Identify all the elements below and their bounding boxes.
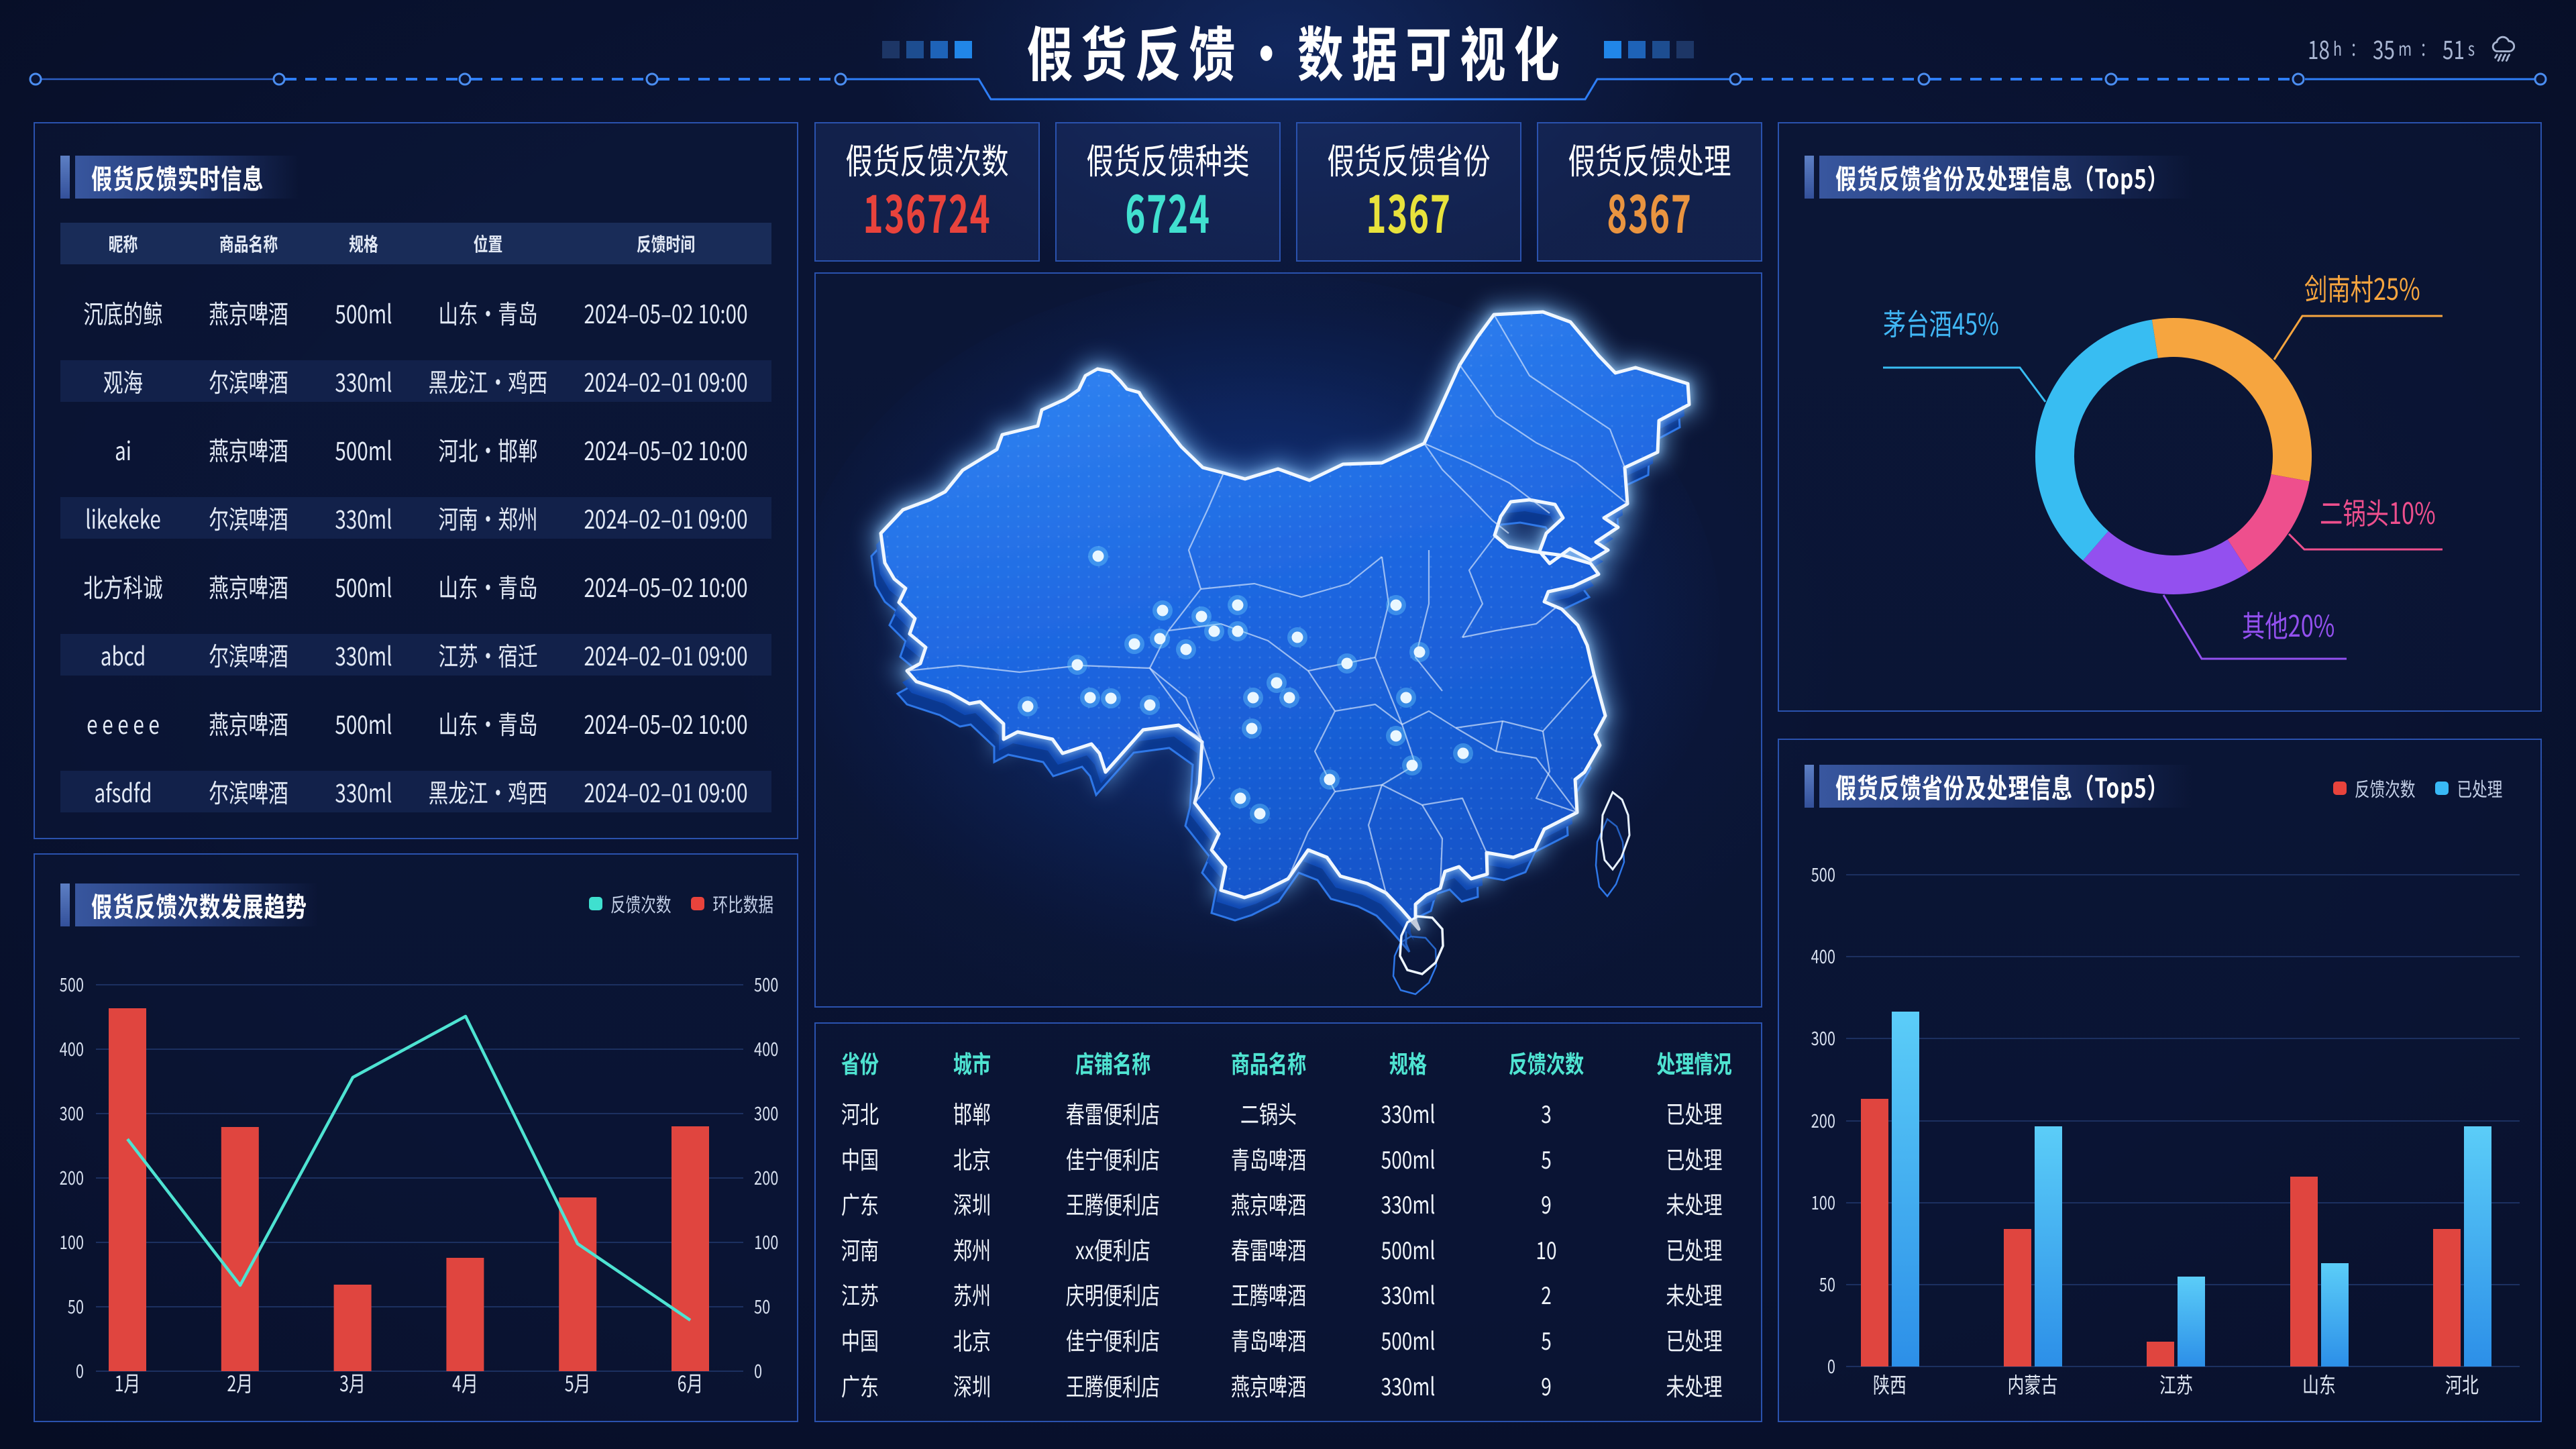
svg-text:内蒙古: 内蒙古 <box>2008 1368 2058 1399</box>
svg-text:200: 200 <box>754 1164 778 1191</box>
svg-text:二锅头10%: 二锅头10% <box>2320 490 2436 533</box>
svg-text:500: 500 <box>754 971 778 998</box>
svg-text:山东: 山东 <box>2302 1368 2336 1399</box>
svg-text:1月: 1月 <box>115 1367 141 1398</box>
svg-text:300: 300 <box>60 1099 84 1126</box>
svg-text:100: 100 <box>60 1228 84 1255</box>
svg-text:300: 300 <box>1811 1024 1835 1051</box>
svg-text:200: 200 <box>60 1164 84 1191</box>
svg-text:剑南村25%: 剑南村25% <box>2304 266 2420 309</box>
svg-text:50: 50 <box>68 1293 84 1320</box>
svg-text:4月: 4月 <box>452 1367 478 1398</box>
svg-text:陕西: 陕西 <box>1873 1368 1907 1399</box>
svg-text:6月: 6月 <box>678 1367 704 1398</box>
svg-text:0: 0 <box>754 1357 762 1384</box>
svg-text:400: 400 <box>754 1035 778 1062</box>
svg-text:0: 0 <box>1827 1352 1835 1379</box>
svg-text:5月: 5月 <box>565 1367 591 1398</box>
svg-text:100: 100 <box>754 1228 778 1255</box>
svg-text:400: 400 <box>1811 943 1835 969</box>
svg-text:50: 50 <box>1819 1271 1835 1297</box>
svg-text:江苏: 江苏 <box>2159 1368 2193 1399</box>
svg-text:200: 200 <box>1811 1107 1835 1134</box>
svg-text:茅台酒45%: 茅台酒45% <box>1883 301 1999 343</box>
svg-text:2月: 2月 <box>227 1367 253 1398</box>
svg-text:500: 500 <box>60 971 84 998</box>
svg-text:其他20%: 其他20% <box>2242 602 2334 645</box>
svg-text:0: 0 <box>76 1357 84 1384</box>
svg-text:100: 100 <box>1811 1189 1835 1216</box>
svg-text:50: 50 <box>754 1293 770 1320</box>
svg-text:河北: 河北 <box>2445 1368 2479 1399</box>
svg-text:400: 400 <box>60 1035 84 1062</box>
svg-text:500: 500 <box>1811 861 1835 888</box>
svg-text:3月: 3月 <box>339 1367 366 1398</box>
svg-text:300: 300 <box>754 1099 778 1126</box>
